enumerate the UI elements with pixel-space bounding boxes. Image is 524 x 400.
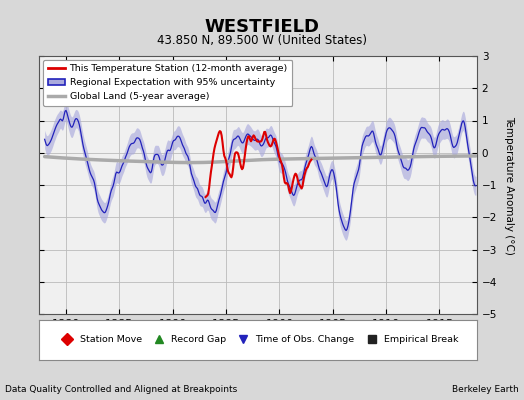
Y-axis label: Temperature Anomaly (°C): Temperature Anomaly (°C) [504,116,514,254]
Legend: Station Move, Record Gap, Time of Obs. Change, Empirical Break: Station Move, Record Gap, Time of Obs. C… [54,332,462,348]
Text: Berkeley Earth: Berkeley Earth [452,386,519,394]
Text: WESTFIELD: WESTFIELD [204,18,320,36]
Legend: This Temperature Station (12-month average), Regional Expectation with 95% uncer: This Temperature Station (12-month avera… [43,60,292,106]
Text: Data Quality Controlled and Aligned at Breakpoints: Data Quality Controlled and Aligned at B… [5,386,237,394]
Text: 43.850 N, 89.500 W (United States): 43.850 N, 89.500 W (United States) [157,34,367,47]
